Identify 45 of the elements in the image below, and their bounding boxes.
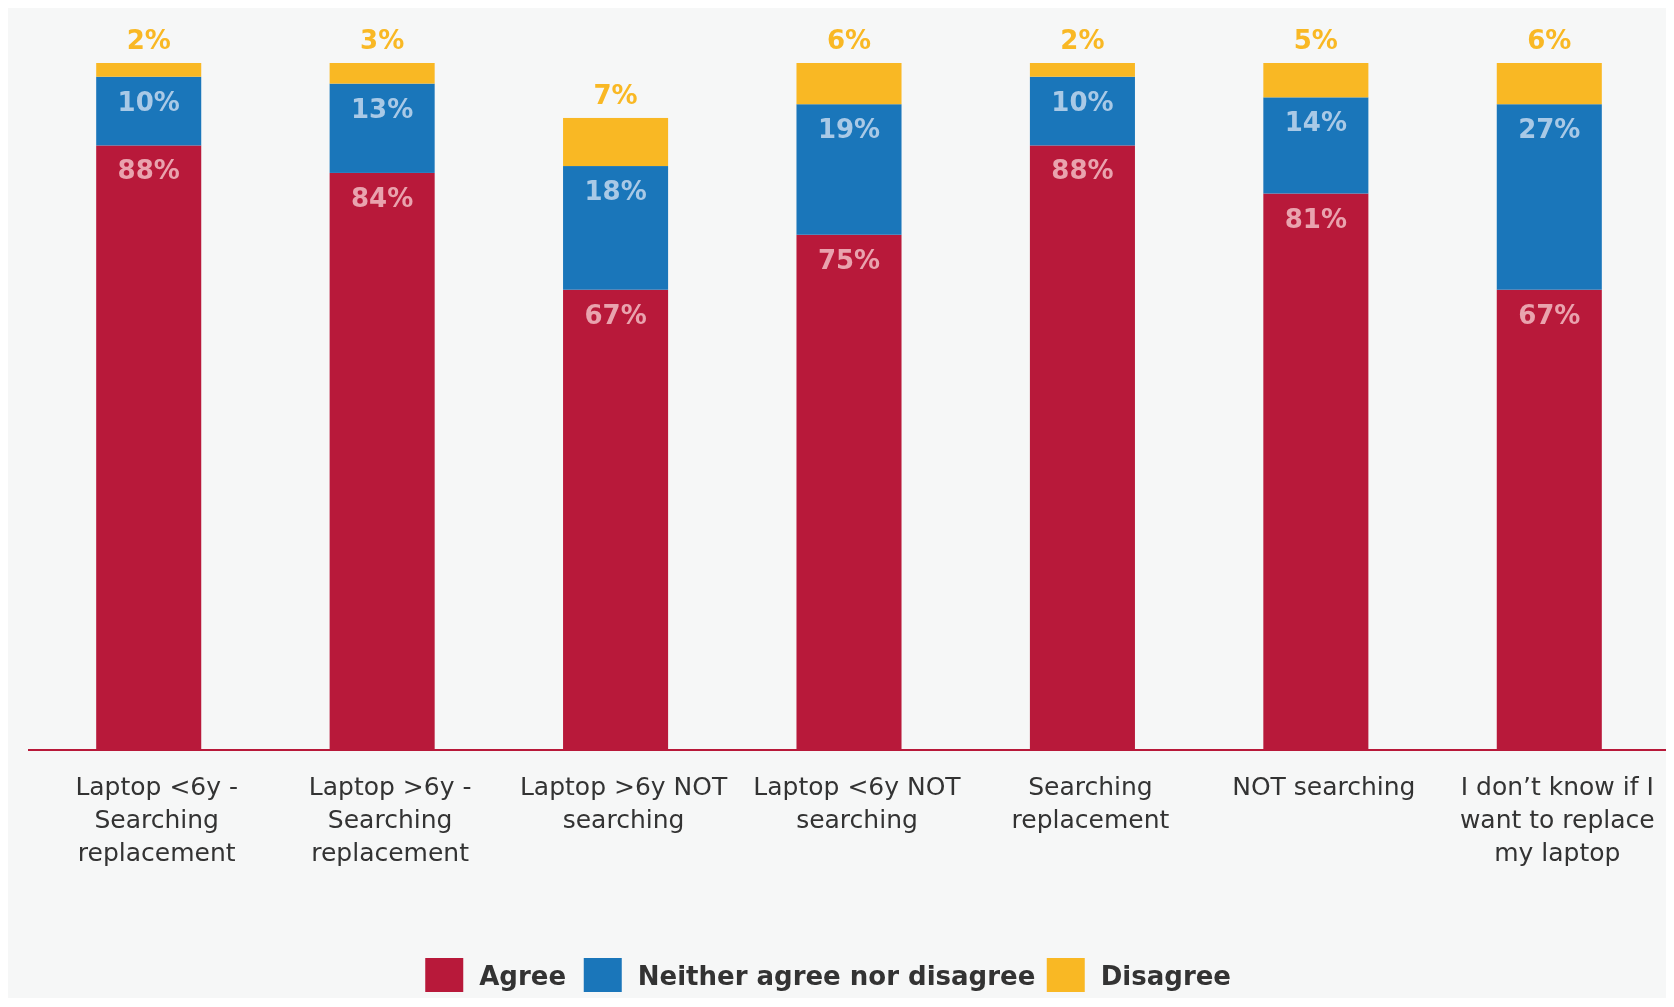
bar <box>329 63 435 84</box>
data-label: 19% <box>817 114 881 145</box>
legend-label: Agree <box>479 961 567 991</box>
data-label: 6% <box>1527 25 1572 55</box>
bar <box>563 117 669 167</box>
data-label: 2% <box>1060 25 1105 55</box>
data-label: 88% <box>1051 155 1114 186</box>
data-label: 75% <box>817 244 881 275</box>
x-tick-label: Laptop <6y NOT searching <box>753 772 962 834</box>
bar <box>1496 63 1602 105</box>
data-label: 27% <box>1518 114 1581 145</box>
bar <box>1496 104 1602 290</box>
data-label: 10% <box>117 86 180 117</box>
legend-label: Disagree <box>1100 961 1231 991</box>
bar <box>1263 97 1369 194</box>
x-tick-label: Laptop <6y - Searching replacement <box>75 772 239 867</box>
bar <box>563 166 669 290</box>
x-tick-label: Searching replacement <box>1011 772 1170 834</box>
data-label: 3% <box>360 25 405 55</box>
x-tick-label: Laptop >6y NOT searching <box>519 772 728 834</box>
data-label: 81% <box>1284 203 1347 234</box>
bar <box>1029 76 1135 146</box>
x-tick-label: NOT searching <box>1232 772 1416 801</box>
bar <box>1263 63 1369 98</box>
data-label: 5% <box>1293 25 1338 55</box>
bar <box>96 76 202 146</box>
x-tick-label: I don’t know if I want to replace my laptop <box>1459 772 1655 867</box>
bar <box>96 63 202 77</box>
data-label: 14% <box>1284 107 1347 138</box>
bar <box>329 83 435 173</box>
data-label: 6% <box>826 25 872 55</box>
data-label: 7% <box>593 79 638 110</box>
bar <box>796 63 902 105</box>
bar <box>1029 63 1135 77</box>
data-label: 67% <box>584 299 647 330</box>
data-label: 18% <box>584 176 647 207</box>
data-label: 13% <box>351 93 414 124</box>
data-label: 67% <box>1518 299 1581 330</box>
x-tick-label: Laptop >6y - Searching replacement <box>308 772 472 867</box>
data-label: 84% <box>351 182 414 213</box>
data-label: 2% <box>126 25 171 55</box>
data-label: 88% <box>117 155 180 186</box>
legend-label: Neither agree nor disagree <box>637 961 1036 991</box>
bar <box>796 104 902 235</box>
data-label: 10% <box>1051 86 1114 117</box>
